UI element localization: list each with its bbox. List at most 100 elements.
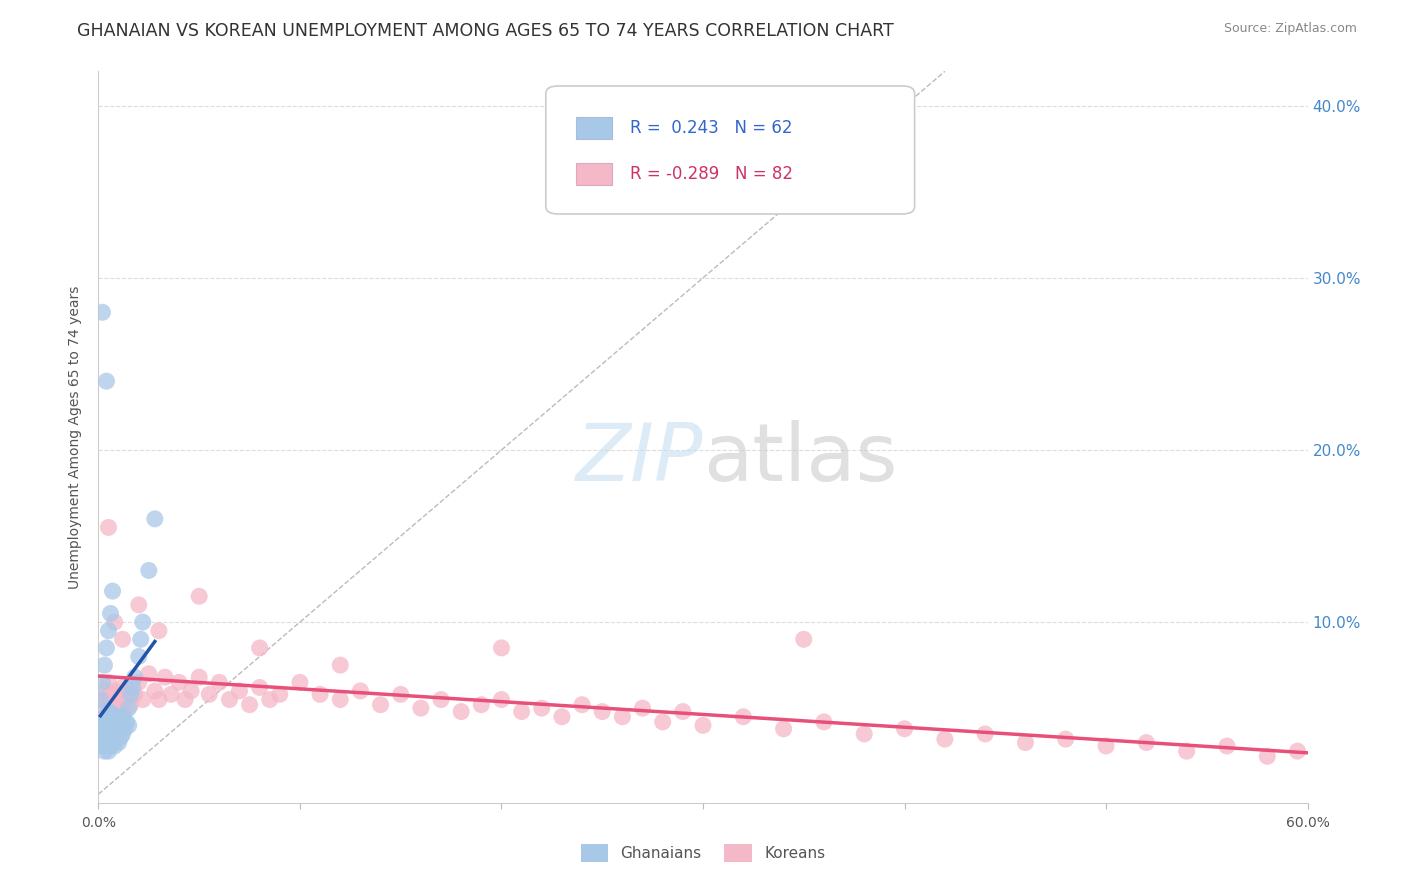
Point bbox=[101, 727, 124, 741]
Point bbox=[96, 739, 118, 753]
Text: GHANAIAN VS KOREAN UNEMPLOYMENT AMONG AGES 65 TO 74 YEARS CORRELATION CHART: GHANAIAN VS KOREAN UNEMPLOYMENT AMONG AG… bbox=[77, 22, 894, 40]
Point bbox=[107, 735, 129, 749]
Point bbox=[349, 684, 371, 698]
Point bbox=[101, 735, 124, 749]
Point bbox=[111, 632, 134, 647]
Point bbox=[491, 692, 513, 706]
Text: R = -0.289   N = 82: R = -0.289 N = 82 bbox=[630, 165, 793, 183]
FancyBboxPatch shape bbox=[576, 163, 613, 185]
Point bbox=[249, 640, 271, 655]
Point bbox=[110, 714, 132, 729]
Point bbox=[93, 735, 115, 749]
Point bbox=[430, 692, 453, 706]
Point bbox=[100, 739, 122, 753]
Point bbox=[132, 615, 155, 629]
Point bbox=[1014, 735, 1036, 749]
Point bbox=[114, 722, 136, 736]
Point bbox=[288, 675, 311, 690]
Point bbox=[114, 705, 136, 719]
Point bbox=[93, 658, 115, 673]
Point bbox=[450, 705, 472, 719]
Point bbox=[105, 698, 128, 712]
Point bbox=[1135, 735, 1157, 749]
Point bbox=[96, 722, 118, 736]
Point bbox=[118, 701, 141, 715]
Point bbox=[510, 705, 533, 719]
Point bbox=[91, 305, 114, 319]
Point bbox=[96, 640, 118, 655]
Point bbox=[105, 732, 128, 747]
Point bbox=[89, 718, 111, 732]
Point bbox=[101, 714, 124, 729]
Point bbox=[128, 649, 150, 664]
Point bbox=[1216, 739, 1239, 753]
Point bbox=[89, 735, 111, 749]
Point bbox=[198, 687, 221, 701]
Point bbox=[631, 701, 654, 715]
Point bbox=[124, 687, 146, 701]
Point bbox=[118, 718, 141, 732]
Point bbox=[107, 687, 129, 701]
Point bbox=[269, 687, 291, 701]
FancyBboxPatch shape bbox=[546, 86, 915, 214]
Point bbox=[208, 675, 231, 690]
Point bbox=[612, 710, 634, 724]
Y-axis label: Unemployment Among Ages 65 to 74 years: Unemployment Among Ages 65 to 74 years bbox=[69, 285, 83, 589]
Point bbox=[853, 727, 876, 741]
Point bbox=[218, 692, 240, 706]
Point bbox=[174, 692, 197, 706]
Point bbox=[188, 670, 211, 684]
Point bbox=[93, 718, 115, 732]
Point bbox=[934, 732, 956, 747]
Point bbox=[651, 714, 673, 729]
Point bbox=[101, 705, 124, 719]
Point bbox=[160, 687, 183, 701]
Point bbox=[100, 731, 122, 745]
Point bbox=[93, 727, 115, 741]
Point bbox=[115, 714, 138, 729]
Text: atlas: atlas bbox=[703, 420, 897, 498]
Point bbox=[91, 714, 114, 729]
Text: 0.0%: 0.0% bbox=[82, 816, 115, 830]
Point bbox=[93, 744, 115, 758]
Point bbox=[470, 698, 492, 712]
Point bbox=[97, 624, 120, 638]
Point bbox=[100, 687, 122, 701]
Point bbox=[111, 710, 134, 724]
Point bbox=[91, 731, 114, 745]
Point bbox=[97, 735, 120, 749]
Point bbox=[97, 520, 120, 534]
Point bbox=[103, 684, 125, 698]
Point bbox=[571, 698, 593, 712]
Point bbox=[103, 739, 125, 753]
Point bbox=[96, 692, 118, 706]
Point bbox=[132, 692, 155, 706]
Point bbox=[530, 701, 553, 715]
Point bbox=[148, 692, 170, 706]
Point bbox=[389, 687, 412, 701]
Point bbox=[97, 727, 120, 741]
Point bbox=[91, 701, 114, 715]
Point bbox=[772, 722, 794, 736]
Point bbox=[107, 710, 129, 724]
Point bbox=[167, 675, 190, 690]
Point bbox=[249, 681, 271, 695]
Point bbox=[143, 684, 166, 698]
Point bbox=[188, 589, 211, 603]
Point bbox=[124, 670, 146, 684]
Point bbox=[89, 692, 111, 706]
Point bbox=[100, 718, 122, 732]
Point bbox=[111, 727, 134, 741]
Point bbox=[813, 714, 835, 729]
Point bbox=[259, 692, 281, 706]
Point bbox=[129, 632, 152, 647]
Point bbox=[96, 711, 118, 725]
Point bbox=[100, 706, 122, 721]
Text: 60.0%: 60.0% bbox=[1285, 816, 1330, 830]
Point bbox=[1256, 749, 1278, 764]
Point bbox=[121, 681, 143, 695]
Point bbox=[409, 701, 432, 715]
Point bbox=[91, 739, 114, 753]
Point bbox=[93, 710, 115, 724]
FancyBboxPatch shape bbox=[576, 118, 613, 139]
